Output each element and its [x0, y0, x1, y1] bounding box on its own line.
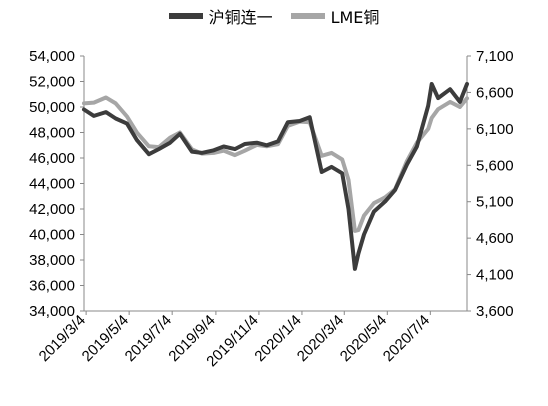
series-2-point	[135, 130, 139, 135]
series-1-point	[346, 207, 351, 211]
x-tick-label: 2020/7/4	[380, 312, 433, 365]
series-2-point	[426, 127, 430, 131]
right-tick-label: 6,100	[476, 121, 514, 138]
legend-swatch-series-1	[168, 13, 203, 19]
series-2-point	[346, 178, 351, 182]
series-line-2	[82, 95, 469, 233]
series-1-point	[356, 252, 360, 256]
right-tick-label: 5,100	[476, 194, 514, 211]
series-line-1	[82, 82, 469, 271]
series-1-point	[383, 199, 387, 203]
series-1-point	[465, 82, 469, 86]
series-1-point	[298, 119, 302, 123]
series-1-point	[104, 110, 108, 114]
left-tick-label: 50,000	[29, 99, 75, 116]
series-1-point	[426, 104, 430, 108]
series-2-point	[233, 153, 237, 157]
series-2-point	[448, 100, 452, 104]
series-2-point	[436, 107, 440, 111]
series-1-point	[82, 107, 86, 112]
series-1-point	[430, 82, 434, 86]
series-2-point	[222, 149, 226, 153]
series-1-point	[276, 139, 280, 143]
series-1-point	[308, 115, 312, 119]
series-1-point	[265, 143, 269, 147]
legend-item-series-2: LME铜	[290, 4, 380, 28]
series-1-point	[233, 147, 237, 151]
series-2-point	[82, 101, 86, 105]
right-tick-label: 4,100	[476, 267, 514, 284]
series-2-point	[104, 95, 108, 100]
series-2-point	[372, 201, 376, 205]
x-tick-label: 2019/5/4	[79, 312, 132, 365]
legend-label-series-1: 沪铜连一	[208, 8, 273, 27]
series-1-point	[353, 267, 357, 271]
left-tick-label: 42,000	[29, 201, 75, 218]
chart-legend: 沪铜连一 LME铜	[0, 4, 548, 28]
left-tick-label: 36,000	[29, 278, 75, 295]
x-tick-label: 2020/5/4	[337, 312, 390, 365]
series-2-point	[340, 157, 344, 162]
left-tick-label: 38,000	[29, 252, 75, 269]
series-1-point	[168, 141, 172, 145]
series-1-point	[190, 150, 194, 154]
left-tick-label: 46,000	[29, 150, 75, 167]
x-tick-label: 2019/7/4	[122, 312, 175, 365]
series-1-point	[157, 147, 161, 151]
series-1-point	[135, 138, 139, 142]
right-tick-label: 4,600	[476, 230, 514, 247]
series-1-point	[458, 100, 462, 104]
series-1-point	[448, 87, 452, 91]
series-1-point	[330, 165, 334, 169]
series-1-point	[415, 144, 419, 149]
series-2-point	[330, 151, 334, 155]
series-2-point	[125, 114, 129, 119]
series-2-point	[92, 101, 96, 105]
series-1-point	[320, 170, 324, 174]
series-2-point	[465, 96, 469, 100]
series-1-point	[92, 114, 96, 118]
legend-label-series-2: LME铜	[330, 8, 380, 27]
right-tick-label: 7,100	[476, 48, 514, 65]
left-tick-label: 34,000	[29, 303, 75, 320]
series-2-point	[168, 136, 172, 140]
series-1-point	[147, 152, 151, 156]
series-2-point	[320, 154, 324, 158]
right-tick-label: 5,600	[476, 157, 514, 174]
series-1-point	[222, 144, 226, 149]
x-tick-label: 2020/3/4	[294, 312, 347, 365]
series-1-point	[405, 162, 409, 166]
series-2-point	[114, 101, 118, 105]
series-1-point	[372, 210, 376, 214]
series-1-point	[436, 96, 440, 100]
series-1-point	[340, 171, 344, 175]
series-1-point	[362, 232, 366, 237]
left-tick-label: 44,000	[29, 176, 75, 193]
series-2-point	[362, 214, 366, 218]
series-1-point	[255, 141, 259, 145]
series-2-point	[353, 229, 357, 233]
legend-swatch-series-2	[290, 13, 325, 19]
series-1-point	[125, 122, 129, 126]
series-1-point	[114, 116, 118, 121]
series-1-point	[212, 148, 216, 152]
legend-item-series-1: 沪铜连一	[168, 4, 273, 28]
series-1-point	[243, 142, 247, 146]
left-tick-label: 54,000	[29, 48, 75, 65]
right-tick-label: 6,600	[476, 84, 514, 101]
series-1-point	[178, 132, 182, 136]
series-1-point	[286, 120, 290, 124]
left-tick-label: 52,000	[29, 74, 75, 91]
right-tick-label: 3,600	[476, 303, 514, 320]
left-tick-label: 48,000	[29, 125, 75, 142]
series-2-point	[430, 116, 434, 120]
series-1-point	[200, 151, 204, 155]
left-tick-label: 40,000	[29, 227, 75, 244]
series-1-point	[393, 188, 397, 192]
series-2-point	[356, 228, 360, 232]
series-2-point	[458, 105, 462, 109]
series-2-point	[243, 149, 247, 153]
series-2-point	[147, 144, 151, 148]
